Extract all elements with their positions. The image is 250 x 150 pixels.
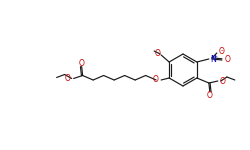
Text: O: O <box>152 75 158 84</box>
Text: +: + <box>212 54 217 59</box>
Text: O: O <box>218 48 224 57</box>
Text: O: O <box>79 58 84 68</box>
Text: O: O <box>65 74 71 83</box>
Text: O: O <box>155 50 160 58</box>
Text: O: O <box>225 56 231 64</box>
Text: O: O <box>207 90 213 99</box>
Text: N: N <box>210 54 216 63</box>
Text: -: - <box>221 47 224 53</box>
Text: O: O <box>219 76 225 85</box>
